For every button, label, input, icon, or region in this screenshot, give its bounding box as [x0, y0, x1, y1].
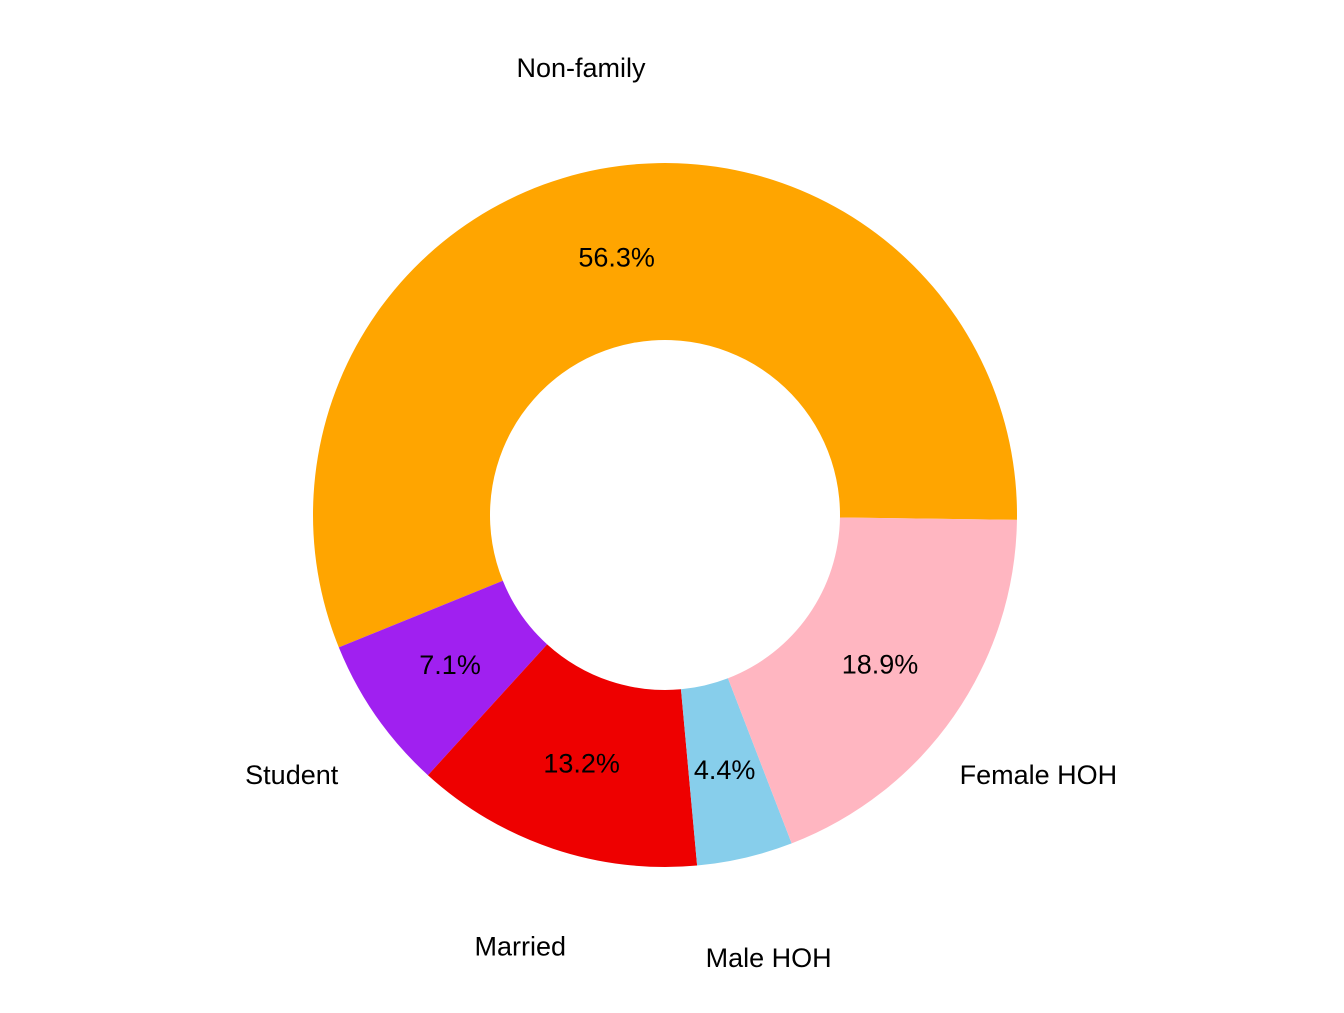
percent-label-male-hoh: 4.4% [694, 755, 756, 785]
slice-male-hoh [680, 678, 792, 866]
slices-group [313, 163, 1017, 868]
slice-married [427, 644, 698, 868]
percent-label-married: 13.2% [543, 748, 620, 778]
percent-labels-group: 56.3% 7.1% 13.2% 4.4% 18.9% [419, 243, 918, 786]
percent-label-student: 7.1% [419, 650, 481, 680]
category-label-student: Student [245, 760, 339, 790]
percent-label-female-hoh: 18.9% [842, 650, 919, 680]
slice-non-family [313, 163, 1017, 648]
category-label-non-family: Non-family [516, 53, 646, 83]
slice-student [338, 580, 548, 776]
category-label-female-hoh: Female HOH [960, 760, 1118, 790]
category-labels-group: Non-family Student Married Male HOH Female H… [245, 53, 1117, 973]
slice-female-hoh [727, 517, 1017, 844]
percent-label-non-family: 56.3% [578, 243, 655, 273]
category-label-male-hoh: Male HOH [706, 943, 832, 973]
category-label-married: Married [475, 931, 567, 961]
